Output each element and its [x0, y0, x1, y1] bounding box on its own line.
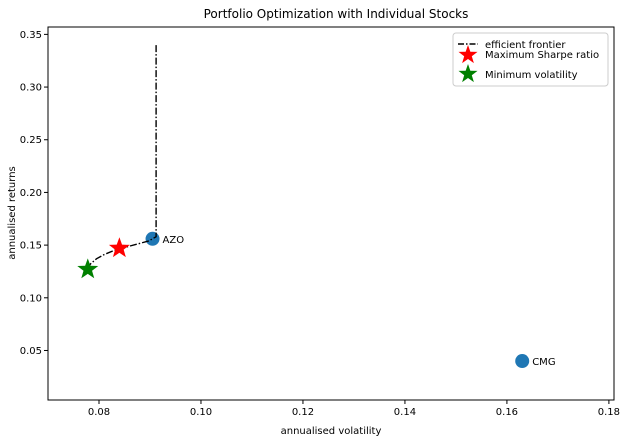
plot-frame: [47, 26, 615, 401]
y-tick-label: 0.25: [20, 135, 42, 146]
chart-title: Portfolio Optimization with Individual S…: [204, 7, 469, 21]
y-tick-label: 0.35: [20, 30, 42, 41]
max-sharpe-star: [108, 237, 130, 258]
stock-point-cmg: [515, 354, 530, 369]
x-tick-label: 0.10: [190, 407, 212, 418]
y-tick-label: 0.10: [20, 293, 42, 304]
y-tick-label: 0.20: [20, 188, 42, 199]
x-tick-label: 0.14: [394, 407, 416, 418]
x-axis-label: annualised volatility: [281, 426, 382, 437]
stock-label-cmg: CMG: [532, 357, 555, 368]
x-tick-label: 0.18: [598, 407, 620, 418]
plot-data-layer: AZO CMG: [77, 44, 556, 369]
legend-min-volatility-marker: [458, 64, 478, 83]
efficient-frontier-line: [87, 44, 157, 270]
legend-label-min-volatility: Minimum volatility: [485, 70, 578, 81]
legend-label-frontier: efficient frontier: [485, 40, 566, 51]
x-tick-label: 0.16: [496, 407, 518, 418]
min-volatility-star: [77, 258, 99, 279]
legend-label-max-sharpe: Maximum Sharpe ratio: [485, 50, 599, 61]
x-tick-label: 0.12: [292, 407, 314, 418]
x-axis: 0.08 0.10 0.12 0.14 0.16 0.18: [88, 400, 620, 418]
legend-max-sharpe-marker: [458, 45, 478, 64]
stock-point-azo: [145, 231, 160, 246]
y-axis: 0.05 0.10 0.15 0.20 0.25 0.30 0.35: [20, 30, 48, 357]
y-tick-label: 0.05: [20, 346, 42, 357]
legend-box: [452, 32, 609, 87]
y-tick-label: 0.30: [20, 83, 42, 94]
x-tick-label: 0.08: [88, 407, 110, 418]
y-axis-label: annualised returns: [7, 166, 18, 260]
y-tick-label: 0.15: [20, 241, 42, 252]
legend: efficient frontier Maximum Sharpe ratio …: [452, 32, 609, 87]
stock-label-azo: AZO: [163, 235, 185, 246]
